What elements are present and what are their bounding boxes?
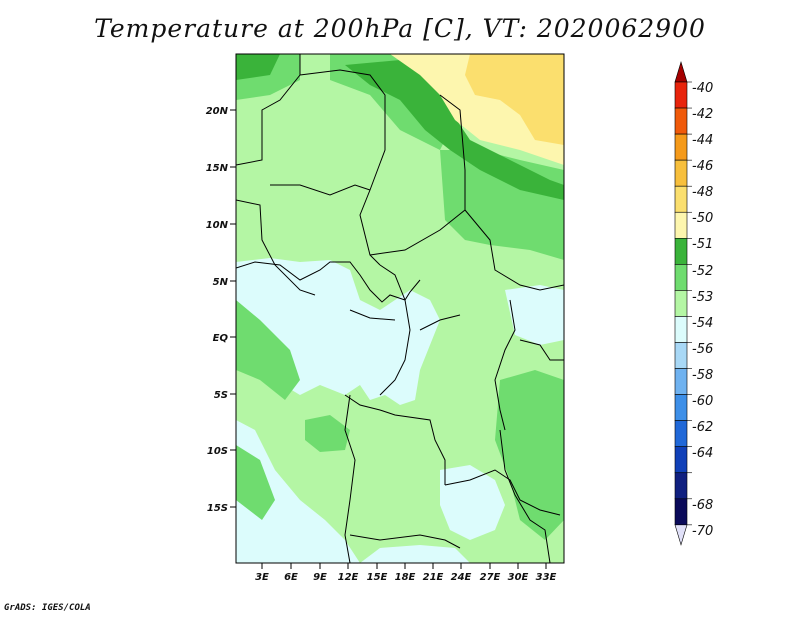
dark-green-northwest — [236, 54, 280, 80]
colorbar-arrow-bottom — [674, 524, 688, 546]
colorbar-swatch — [674, 185, 688, 213]
colorbar-label: -40 — [692, 81, 713, 96]
colorbar-swatch — [674, 107, 688, 135]
warm-patch-southwest — [305, 415, 350, 452]
credit-text: GrADS: IGES/COLA — [4, 603, 91, 613]
colorbar-label: -60 — [692, 394, 713, 409]
lat-label: EQ — [213, 333, 229, 344]
colorbar-swatch — [674, 316, 688, 343]
colorbar-label: -48 — [692, 185, 713, 200]
lat-label: 10S — [207, 446, 228, 457]
temperature-field — [236, 54, 564, 563]
cold-region-south — [236, 420, 360, 563]
cold-region-southeast — [440, 465, 505, 540]
colorbar-label: -44 — [692, 133, 713, 148]
map-frame — [235, 53, 565, 564]
lon-label: 24E — [451, 572, 472, 583]
colorbar-label: -46 — [692, 159, 713, 174]
colorbar-swatch — [674, 238, 688, 265]
colorbar-label: -42 — [692, 107, 713, 122]
warm-patch-west — [236, 300, 300, 400]
colorbar-swatch — [674, 159, 688, 187]
lat-label: 20N — [206, 106, 229, 117]
colorbar — [674, 60, 692, 546]
lat-label: 15N — [206, 163, 229, 174]
colorbar-label: -62 — [692, 420, 713, 435]
lon-label: 15E — [367, 572, 388, 583]
colorbar-label: -64 — [692, 446, 713, 461]
colorbar-label: -56 — [692, 342, 713, 357]
colorbar-label: -54 — [692, 316, 713, 331]
colorbar-arrow-top — [674, 60, 688, 83]
cold-region-east — [505, 285, 564, 345]
colorbar-label: -68 — [692, 498, 713, 513]
lon-label: 33E — [536, 572, 557, 583]
colorbar-swatch — [674, 211, 688, 239]
lon-label: 3E — [255, 572, 269, 583]
lon-ticks — [261, 563, 547, 569]
lat-ticks — [230, 109, 236, 508]
colorbar-label: -58 — [692, 368, 713, 383]
colorbar-label: -51 — [692, 237, 713, 252]
lon-label: 18E — [395, 572, 416, 583]
lat-label: 5N — [213, 277, 229, 288]
warm-patch-east — [495, 370, 564, 540]
dark-green-band — [345, 60, 564, 200]
colorbar-swatch — [674, 472, 688, 500]
lat-label: 5S — [214, 390, 228, 401]
lat-label: 10N — [206, 220, 229, 231]
colorbar-label: -53 — [692, 290, 713, 305]
borders — [236, 54, 564, 563]
warmest-region-northeast — [465, 54, 564, 145]
lon-label: 27E — [480, 572, 501, 583]
lon-label: 9E — [313, 572, 327, 583]
colorbar-swatch — [674, 264, 688, 291]
colorbar-swatch — [674, 81, 688, 109]
colorbar-swatch — [674, 368, 688, 395]
cold-region-bottom — [360, 545, 470, 563]
colorbar-label: -50 — [692, 211, 713, 226]
colorbar-swatch — [674, 290, 688, 317]
colorbar-swatch — [674, 420, 688, 447]
colorbar-swatch — [674, 394, 688, 421]
warm-patch-south — [236, 445, 275, 520]
lon-label: 30E — [508, 572, 529, 583]
colorbar-swatch — [674, 133, 688, 161]
colorbar-swatch — [674, 498, 688, 526]
lon-label: 6E — [284, 572, 298, 583]
lat-label: 15S — [207, 503, 228, 514]
map-title: Temperature at 200hPa [C], VT: 202006290… — [94, 14, 706, 43]
lon-label: 21E — [423, 572, 444, 583]
colorbar-label: -70 — [692, 524, 713, 539]
colorbar-label: -52 — [692, 264, 713, 279]
colorbar-swatch — [674, 342, 688, 369]
colorbar-swatch — [674, 446, 688, 474]
lon-label: 12E — [338, 572, 359, 583]
